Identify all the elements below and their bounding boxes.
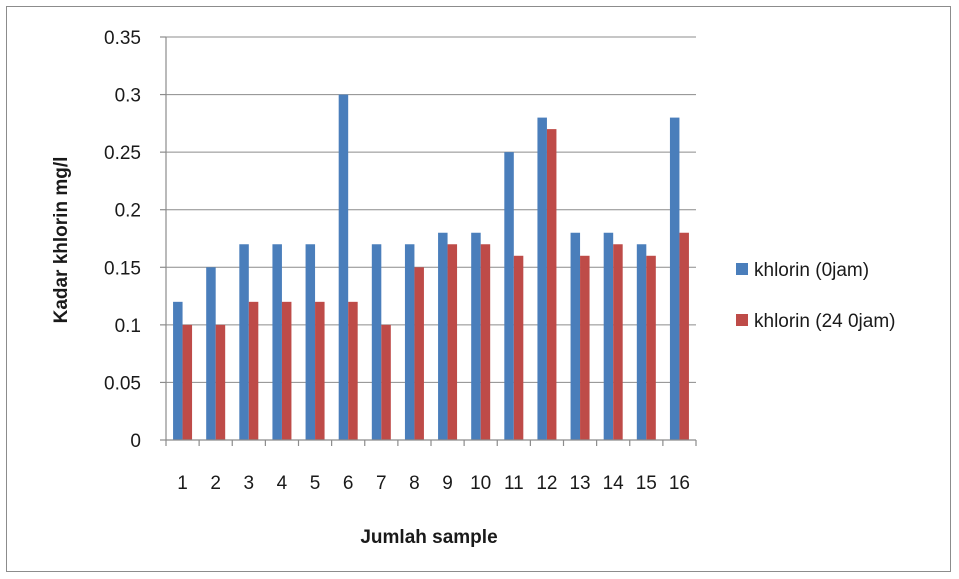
bar-series-1-sample-12 [537,117,547,440]
bar-series-1-sample-10 [471,232,481,440]
x-tick-label: 7 [376,473,387,494]
bar-series-2-sample-14 [613,244,623,440]
y-tick-label: 0.25 [104,143,141,164]
bar-series-1-sample-5 [305,244,316,440]
bar-series-1-sample-16 [669,117,680,440]
bar-series-2-sample-7 [381,324,391,440]
bar-series-1-sample-8 [404,244,415,440]
bar-series-1-sample-14 [603,232,614,440]
bar-series-2-sample-13 [580,255,590,440]
bar-series-1-sample-15 [636,244,647,440]
y-tick-label: 0.35 [104,28,141,49]
y-tick-label: 0.3 [115,86,141,107]
bar-series-2-sample-10 [480,244,491,440]
x-tick-label: 8 [409,473,420,494]
x-tick-label: 4 [277,473,288,494]
x-tick-label: 5 [310,473,321,494]
bar-series-1-sample-7 [371,244,382,440]
bar-series-2-sample-11 [513,255,524,440]
bar-series-2-sample-1 [182,324,193,440]
bar-series-2-sample-5 [315,301,325,440]
bar-series-1-sample-1 [173,301,183,440]
legend-swatch-khlorin-0jam [736,263,748,275]
x-tick-label: 15 [636,473,657,494]
x-tick-label: 10 [470,473,491,494]
x-tick-label: 11 [504,473,524,494]
x-axis-title: Jumlah sample [360,527,497,548]
legend-label-khlorin-24-0jam: khlorin (24 0jam) [754,311,896,332]
bar-series-1-sample-2 [206,267,216,440]
x-tick-label: 12 [536,473,557,494]
bar-series-2-sample-8 [414,267,424,440]
bar-series-1-sample-3 [239,244,249,440]
bar-series-2-sample-6 [348,301,358,440]
bar-series-2-sample-15 [646,255,656,440]
bar-series-2-sample-12 [546,129,557,440]
y-axis-title: Kadar khlorin mg/l [51,157,72,324]
bar-series-2-sample-2 [215,324,226,440]
x-tick-label: 14 [603,473,625,494]
legend: khlorin (0jam) khlorin (24 0jam) [736,260,896,332]
bar-series-2-sample-9 [447,244,458,440]
x-tick-label: 9 [442,473,453,494]
x-tick-label: 3 [244,473,255,494]
bar-series-2-sample-4 [281,301,292,440]
bar-series-1-sample-6 [338,94,349,441]
x-tick-label: 16 [669,473,690,494]
bars [173,94,689,441]
y-tick-label: 0.15 [104,258,141,279]
legend-label-khlorin-0jam: khlorin (0jam) [754,260,869,281]
axes [160,36,697,446]
legend-swatch-khlorin-24-0jam [736,314,748,326]
bar-series-1-sample-11 [504,152,514,440]
x-tick-labels: 1 2 3 4 5 6 7 8 9 10 11 12 13 14 15 16 [177,473,690,494]
bar-series-1-sample-4 [272,244,282,440]
x-tick-label: 6 [343,473,354,494]
bar-series-1-sample-13 [570,232,581,440]
x-tick-label: 2 [210,473,221,494]
bar-series-2-sample-3 [248,301,259,440]
x-tick-label: 13 [569,473,590,494]
y-tick-label: 0.05 [104,373,141,394]
y-tick-label: 0 [130,431,141,452]
y-tick-label: 0.1 [115,316,141,337]
bar-series-1-sample-9 [438,232,448,440]
x-tick-label: 1 [177,473,188,494]
y-tick-label: 0.2 [115,201,141,222]
bar-series-2-sample-16 [679,232,689,440]
y-tick-labels: 0 0.05 0.1 0.15 0.2 0.25 0.3 0.35 [104,28,141,452]
